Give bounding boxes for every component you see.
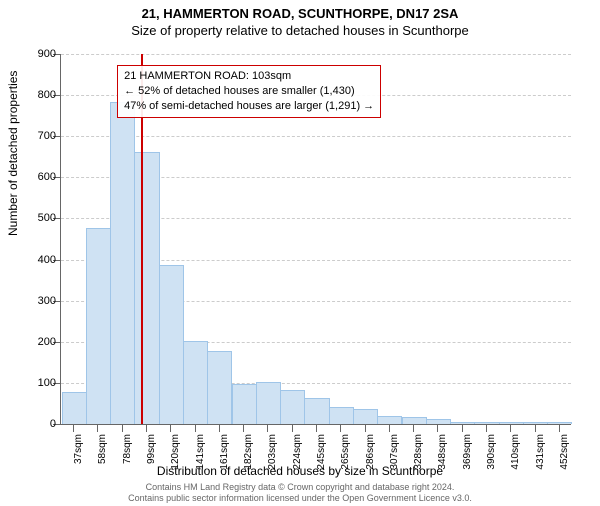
- y-tick-label: 400: [16, 254, 56, 266]
- property-annotation-box: 21 HAMMERTON ROAD: 103sqm← 52% of detach…: [117, 65, 381, 118]
- histogram-bar: [450, 422, 475, 424]
- x-tick: [437, 424, 438, 432]
- x-tick: [170, 424, 171, 432]
- x-tick: [122, 424, 123, 432]
- x-tick: [219, 424, 220, 432]
- histogram-bar: [523, 422, 548, 424]
- chart-title-main: 21, HAMMERTON ROAD, SCUNTHORPE, DN17 2SA: [0, 6, 600, 21]
- x-tick: [486, 424, 487, 432]
- footer-attribution: Contains HM Land Registry data © Crown c…: [0, 482, 600, 505]
- histogram-bar: [256, 382, 281, 424]
- y-tick-label: 800: [16, 89, 56, 101]
- annotation-line-1: 21 HAMMERTON ROAD: 103sqm: [124, 69, 374, 84]
- x-tick: [462, 424, 463, 432]
- histogram-bar: [110, 102, 135, 424]
- footer-line-1: Contains HM Land Registry data © Crown c…: [0, 482, 600, 493]
- annotation-line-2: ← 52% of detached houses are smaller (1,…: [124, 84, 374, 99]
- x-tick: [510, 424, 511, 432]
- y-tick-label: 500: [16, 212, 56, 224]
- histogram-bar: [183, 341, 208, 424]
- grid-line: [61, 54, 571, 55]
- x-tick: [365, 424, 366, 432]
- y-tick-label: 600: [16, 171, 56, 183]
- x-tick: [413, 424, 414, 432]
- x-tick: [535, 424, 536, 432]
- histogram-bar: [134, 152, 159, 424]
- histogram-bar: [353, 409, 378, 424]
- chart-title-sub: Size of property relative to detached ho…: [0, 23, 600, 38]
- x-tick: [243, 424, 244, 432]
- grid-line: [61, 136, 571, 137]
- x-axis-title: Distribution of detached houses by size …: [0, 464, 600, 478]
- y-tick-label: 700: [16, 130, 56, 142]
- x-tick: [559, 424, 560, 432]
- x-tick: [97, 424, 98, 432]
- histogram-bar: [426, 419, 451, 424]
- y-tick-label: 300: [16, 295, 56, 307]
- histogram-bar: [377, 416, 402, 424]
- x-tick: [146, 424, 147, 432]
- histogram-bar: [159, 265, 184, 424]
- y-tick-label: 200: [16, 336, 56, 348]
- histogram-bar: [86, 228, 111, 424]
- histogram-bar: [304, 398, 329, 424]
- x-tick: [340, 424, 341, 432]
- histogram-bar: [232, 384, 257, 424]
- histogram-bar: [62, 392, 87, 424]
- y-tick-label: 0: [16, 418, 56, 430]
- x-tick: [389, 424, 390, 432]
- histogram-bar: [329, 407, 354, 424]
- histogram-bar: [207, 351, 232, 424]
- x-tick: [195, 424, 196, 432]
- histogram-bar: [499, 422, 524, 424]
- y-tick-label: 900: [16, 48, 56, 60]
- x-tick: [292, 424, 293, 432]
- x-tick: [73, 424, 74, 432]
- annotation-line-3: 47% of semi-detached houses are larger (…: [124, 99, 374, 114]
- histogram-bar: [547, 422, 572, 424]
- footer-line-2: Contains public sector information licen…: [0, 493, 600, 504]
- histogram-bar: [402, 417, 427, 424]
- chart-plot-area: 010020030040050060070080090037sqm58sqm78…: [60, 54, 571, 425]
- x-tick: [267, 424, 268, 432]
- histogram-bar: [280, 390, 305, 424]
- y-tick-label: 100: [16, 377, 56, 389]
- x-tick: [316, 424, 317, 432]
